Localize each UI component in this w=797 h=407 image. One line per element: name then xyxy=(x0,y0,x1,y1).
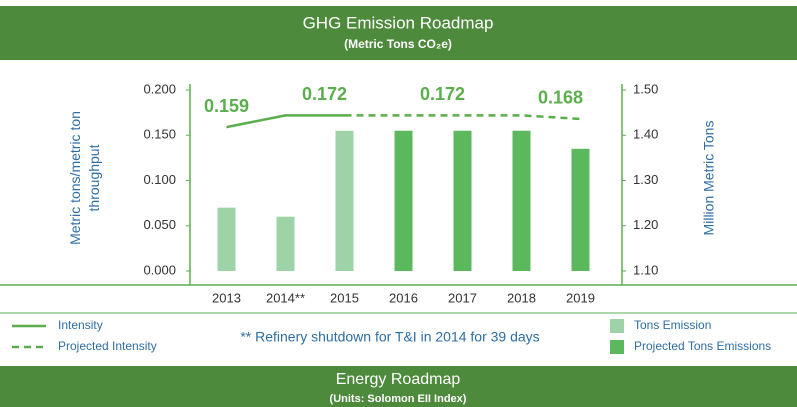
y-tick-label: 0.100 xyxy=(143,172,176,187)
legend-label: Tons Emission xyxy=(634,318,711,332)
legend-swatch xyxy=(610,319,624,333)
y-tick-label: 0.200 xyxy=(143,81,176,96)
y2-tick-label: 1.50 xyxy=(633,81,658,96)
y2-axis-label: Million Metric Tons xyxy=(701,121,717,236)
y-tick-label: 0.150 xyxy=(143,127,176,142)
header-title: GHG Emission Roadmap xyxy=(303,13,494,32)
bar xyxy=(335,130,354,271)
data-label: 0.172 xyxy=(302,84,347,104)
legend-swatch xyxy=(610,340,624,354)
x-tick-label: 2013 xyxy=(212,290,241,305)
header-subtitle: (Metric Tons CO₂e) xyxy=(344,37,452,51)
bar xyxy=(512,130,531,271)
y2-tick-label: 1.30 xyxy=(633,172,658,187)
bar xyxy=(453,130,472,271)
y2-tick-label: 1.20 xyxy=(633,217,658,232)
legend-label: Intensity xyxy=(58,318,103,332)
x-tick-label: 2019 xyxy=(566,290,595,305)
x-tick-label: 2017 xyxy=(448,290,477,305)
bar xyxy=(217,207,236,271)
data-label: 0.172 xyxy=(420,84,465,104)
x-tick-label: 2016 xyxy=(389,290,418,305)
bar xyxy=(394,130,413,271)
data-label: 0.168 xyxy=(538,88,583,108)
line xyxy=(226,114,345,129)
y-tick-label: 0.000 xyxy=(143,262,176,277)
line xyxy=(344,114,581,121)
bar xyxy=(276,216,295,271)
footer-band xyxy=(0,366,797,407)
legend-label: Projected Tons Emissions xyxy=(634,339,771,353)
header-band xyxy=(0,6,797,60)
data-label: 0.159 xyxy=(204,96,249,116)
legend-label: Projected Intensity xyxy=(58,339,157,353)
x-tick-label: 2018 xyxy=(507,290,536,305)
annotation: ** Refinery shutdown for T&I in 2014 for… xyxy=(240,329,539,345)
x-tick-label: 2014** xyxy=(266,290,305,305)
x-tick-label: 2015 xyxy=(330,290,359,305)
footer-title: Energy Roadmap xyxy=(336,371,461,388)
bar xyxy=(571,148,590,271)
y2-tick-label: 1.10 xyxy=(633,262,658,277)
y-axis-label: Metric tons/metric ton throughput xyxy=(67,111,102,245)
y2-tick-label: 1.40 xyxy=(633,127,658,142)
footer-subtitle: (Units: Solomon EII Index) xyxy=(330,393,467,405)
y-tick-label: 0.050 xyxy=(143,217,176,232)
